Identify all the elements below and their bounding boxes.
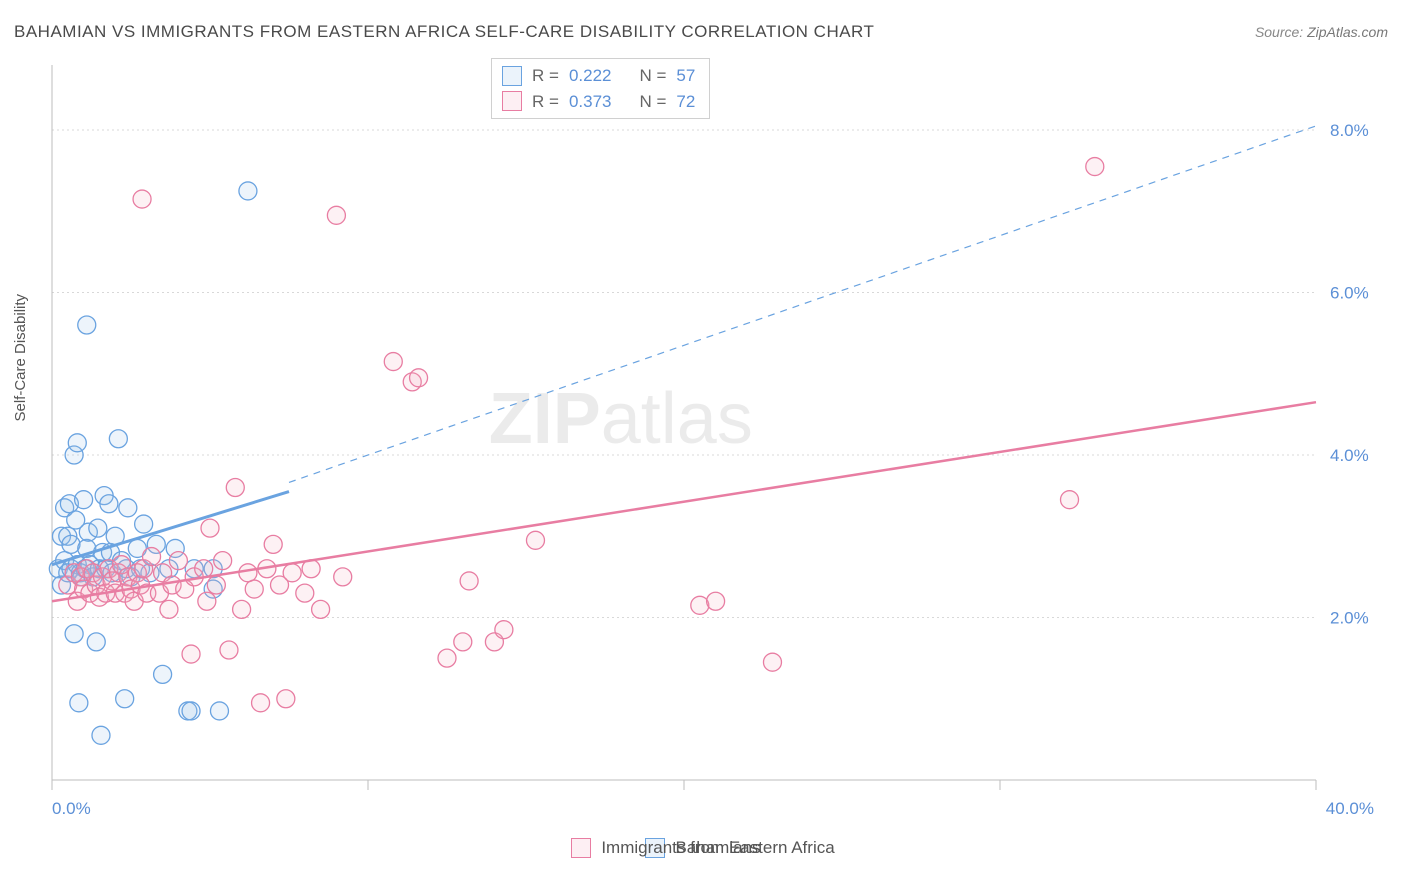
data-point-eastern_africa (410, 369, 428, 387)
n-value: 72 (676, 89, 695, 115)
xtick-label: 0.0% (52, 799, 91, 818)
data-point-eastern_africa (707, 592, 725, 610)
data-point-eastern_africa (438, 649, 456, 667)
legend-swatch-eastern_africa-bottom (571, 838, 591, 858)
data-point-bahamians (70, 694, 88, 712)
plot-area: 2.0% 4.0% 6.0% 8.0% 0.0% 40.0% ZIPatlas (46, 55, 1386, 835)
data-point-bahamians (62, 535, 80, 553)
r-value: 0.222 (569, 63, 612, 89)
n-label: N = (639, 63, 666, 89)
ytick-label: 8.0% (1330, 121, 1369, 140)
data-point-bahamians (89, 519, 107, 537)
data-point-bahamians (109, 430, 127, 448)
data-point-eastern_africa (182, 645, 200, 663)
data-point-eastern_africa (214, 552, 232, 570)
data-point-bahamians (239, 182, 257, 200)
data-point-bahamians (65, 625, 83, 643)
data-point-bahamians (92, 726, 110, 744)
y-axis-label: Self-Care Disability (12, 294, 29, 422)
legend-label: Immigrants from Eastern Africa (601, 838, 834, 858)
data-point-eastern_africa (327, 206, 345, 224)
source-label: Source: (1255, 24, 1307, 40)
stats-legend: R = 0.222 N = 57 R = 0.373 N = 72 (491, 58, 710, 119)
data-point-eastern_africa (691, 596, 709, 614)
data-point-eastern_africa (277, 690, 295, 708)
r-label: R = (532, 63, 559, 89)
data-point-bahamians (210, 702, 228, 720)
data-point-bahamians (75, 491, 93, 509)
data-point-eastern_africa (252, 694, 270, 712)
data-point-eastern_africa (763, 653, 781, 671)
data-point-eastern_africa (245, 580, 263, 598)
data-point-eastern_africa (133, 190, 151, 208)
ytick-label: 2.0% (1330, 609, 1369, 628)
data-point-eastern_africa (526, 531, 544, 549)
n-label: N = (639, 89, 666, 115)
stats-row-eastern_africa: R = 0.373 N = 72 (502, 89, 695, 115)
data-point-eastern_africa (283, 564, 301, 582)
stats-row-bahamians: R = 0.222 N = 57 (502, 63, 695, 89)
data-point-bahamians (78, 316, 96, 334)
data-point-eastern_africa (195, 560, 213, 578)
source-value: ZipAtlas.com (1307, 24, 1388, 40)
data-point-eastern_africa (220, 641, 238, 659)
legend-item-eastern_africa: Immigrants from Eastern Africa (571, 838, 834, 858)
data-point-eastern_africa (495, 621, 513, 639)
legend-swatch-eastern_africa (502, 91, 522, 111)
data-point-eastern_africa (1061, 491, 1079, 509)
data-point-bahamians (119, 499, 137, 517)
data-point-eastern_africa (1086, 158, 1104, 176)
data-point-eastern_africa (239, 564, 257, 582)
data-point-eastern_africa (384, 353, 402, 371)
data-point-bahamians (100, 495, 118, 513)
data-point-bahamians (116, 690, 134, 708)
n-value: 57 (676, 63, 695, 89)
data-point-eastern_africa (160, 600, 178, 618)
svg-text:ZIPatlas: ZIPatlas (489, 379, 753, 459)
data-point-bahamians (154, 665, 172, 683)
source-attribution: Source: ZipAtlas.com (1255, 24, 1388, 40)
data-point-eastern_africa (454, 633, 472, 651)
ytick-label: 6.0% (1330, 284, 1369, 303)
data-point-eastern_africa (312, 600, 330, 618)
chart-title: BAHAMIAN VS IMMIGRANTS FROM EASTERN AFRI… (14, 22, 874, 42)
chart-container: BAHAMIAN VS IMMIGRANTS FROM EASTERN AFRI… (0, 0, 1406, 892)
data-point-eastern_africa (169, 552, 187, 570)
watermark: ZIPatlas (489, 379, 753, 459)
trendline-dash-bahamians (289, 126, 1316, 482)
r-label: R = (532, 89, 559, 115)
data-point-eastern_africa (207, 576, 225, 594)
data-point-eastern_africa (226, 479, 244, 497)
ytick-label: 4.0% (1330, 446, 1369, 465)
r-value: 0.373 (569, 89, 612, 115)
data-point-eastern_africa (143, 548, 161, 566)
xtick-label: 40.0% (1326, 799, 1374, 818)
data-point-eastern_africa (460, 572, 478, 590)
data-point-bahamians (135, 515, 153, 533)
data-point-eastern_africa (201, 519, 219, 537)
data-point-eastern_africa (233, 600, 251, 618)
data-point-eastern_africa (264, 535, 282, 553)
data-point-eastern_africa (334, 568, 352, 586)
data-point-bahamians (87, 633, 105, 651)
chart-svg: 2.0% 4.0% 6.0% 8.0% 0.0% 40.0% ZIPatlas (46, 55, 1386, 835)
legend-swatch-bahamians (502, 66, 522, 86)
data-point-eastern_africa (198, 592, 216, 610)
data-point-bahamians (182, 702, 200, 720)
data-point-eastern_africa (296, 584, 314, 602)
data-point-bahamians (68, 434, 86, 452)
